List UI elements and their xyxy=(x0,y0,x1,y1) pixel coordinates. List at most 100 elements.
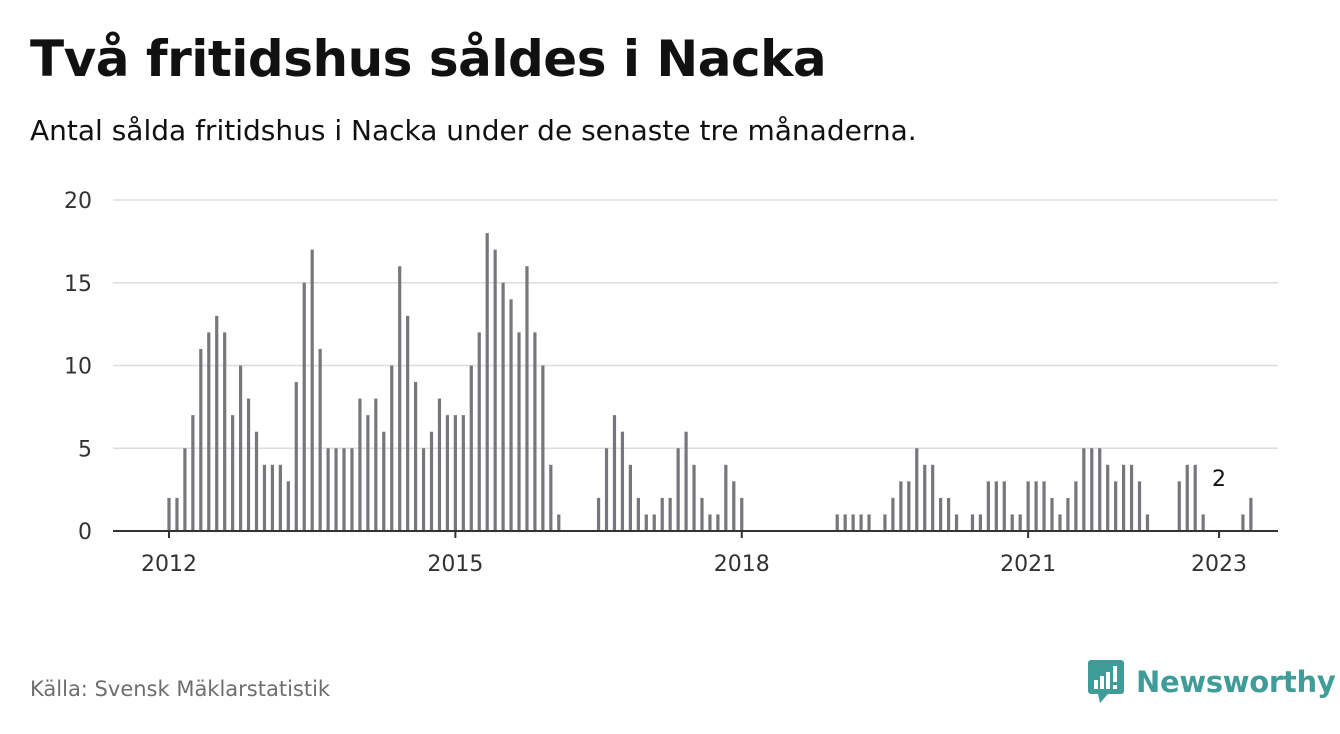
y-tick-label: 5 xyxy=(78,437,92,462)
bar xyxy=(1129,464,1134,531)
bar xyxy=(390,365,394,531)
bar xyxy=(246,398,251,531)
bar xyxy=(891,497,895,531)
bar xyxy=(954,514,959,531)
highlight-value-label: 2 xyxy=(1212,467,1226,492)
bar xyxy=(557,514,561,531)
bar xyxy=(883,514,887,531)
bar xyxy=(437,398,442,531)
bar xyxy=(286,481,290,531)
bar xyxy=(254,431,259,531)
bar xyxy=(1042,481,1046,531)
x-tick-label: 2021 xyxy=(1000,552,1056,577)
bar xyxy=(867,514,871,531)
bar xyxy=(843,514,847,531)
newsworthy-logo-icon xyxy=(1088,660,1124,703)
y-tick-label: 20 xyxy=(64,189,92,214)
bar xyxy=(986,481,990,531)
bar xyxy=(596,497,601,531)
bar xyxy=(915,448,919,531)
bar xyxy=(358,398,362,531)
bar xyxy=(326,448,330,531)
bar xyxy=(946,497,951,531)
bar xyxy=(278,464,282,531)
bar xyxy=(740,497,744,531)
bar xyxy=(175,497,179,531)
bar xyxy=(628,464,632,531)
bar xyxy=(262,464,267,531)
bar xyxy=(398,266,402,531)
bar xyxy=(676,448,680,531)
bar xyxy=(239,365,243,531)
bar xyxy=(851,514,855,531)
bar xyxy=(692,464,696,531)
bar xyxy=(668,497,672,531)
bar xyxy=(183,448,187,531)
bar xyxy=(1018,514,1022,531)
bar xyxy=(533,332,537,531)
bar xyxy=(366,415,370,531)
bar xyxy=(421,448,426,531)
bar xyxy=(541,365,545,531)
y-tick-label: 15 xyxy=(64,272,92,297)
bar xyxy=(525,266,529,531)
bar xyxy=(1185,464,1189,531)
bar xyxy=(970,514,975,531)
chart-subtitle: Antal sålda fritidshus i Nacka under de … xyxy=(30,114,917,147)
bar xyxy=(1066,497,1070,531)
bar xyxy=(859,514,863,531)
bar xyxy=(517,332,521,531)
bar xyxy=(1010,514,1014,531)
bar xyxy=(612,415,617,531)
bar xyxy=(732,481,736,531)
x-tick-label: 2015 xyxy=(427,552,483,577)
bar xyxy=(1082,448,1086,531)
bar xyxy=(835,514,839,531)
chart-title: Två fritidshus såldes i Nacka xyxy=(30,30,827,88)
bar xyxy=(684,431,688,531)
bar xyxy=(1034,481,1038,531)
bar xyxy=(1145,514,1150,531)
bar xyxy=(1106,464,1110,531)
bar xyxy=(708,514,712,531)
bar xyxy=(724,464,728,531)
bar xyxy=(469,365,473,531)
bar xyxy=(199,348,203,531)
bar xyxy=(1201,514,1205,531)
bar xyxy=(215,315,219,531)
bar xyxy=(207,332,211,531)
bar xyxy=(374,398,378,531)
x-tick-label: 2018 xyxy=(714,552,770,577)
bar xyxy=(604,448,609,531)
bar xyxy=(191,415,195,531)
bar xyxy=(501,282,505,531)
bar xyxy=(167,497,171,531)
bar xyxy=(1074,481,1078,531)
bar xyxy=(1114,481,1118,531)
brand-name: Newsworthy xyxy=(1136,665,1336,699)
bar xyxy=(477,332,481,531)
bar xyxy=(1026,481,1030,531)
bar xyxy=(318,348,322,531)
bar xyxy=(939,497,943,531)
y-tick-label: 0 xyxy=(78,520,92,545)
newsworthy-logo: Newsworthy xyxy=(1088,660,1336,704)
bar xyxy=(620,431,625,531)
bar xyxy=(931,464,935,531)
bar xyxy=(350,448,354,531)
bar xyxy=(652,514,656,531)
bar xyxy=(294,382,298,531)
bar-chart: 0 5 10 15 20 2012 2015 2018 2021 2023 2 xyxy=(64,189,1278,577)
bar xyxy=(1002,481,1006,531)
bar xyxy=(445,415,450,531)
bar xyxy=(636,497,640,531)
bar xyxy=(429,431,434,531)
bar xyxy=(549,464,553,531)
bar xyxy=(334,448,338,531)
bar xyxy=(700,497,704,531)
bar xyxy=(1249,497,1253,531)
x-tick-label: 2023 xyxy=(1191,552,1247,577)
bar xyxy=(1241,514,1245,531)
bar xyxy=(1058,514,1062,531)
bar xyxy=(994,481,998,531)
